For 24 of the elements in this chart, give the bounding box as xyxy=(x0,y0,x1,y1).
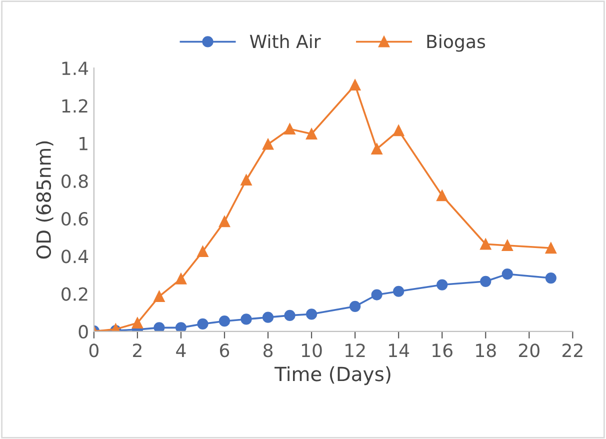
x-tick-label: 12 xyxy=(346,344,365,357)
x-tick-label: 18 xyxy=(476,344,496,358)
x-tick-label: 6 xyxy=(220,344,230,358)
y-tick-label: 0.6 xyxy=(62,212,88,226)
x-tick-label: 2 xyxy=(133,344,142,357)
legend-label: With Air xyxy=(250,34,321,48)
y-tick-label: 1 xyxy=(80,137,88,150)
y-tick-label: 1.2 xyxy=(62,99,88,113)
legend-label: Biogas xyxy=(427,34,486,52)
x-tick-label: 14 xyxy=(389,344,410,357)
x-tick-label: 16 xyxy=(432,344,452,358)
x-tick-label: 22 xyxy=(562,344,582,357)
y-axis-title: OD (685nm) xyxy=(36,141,54,259)
y-tick-label: 0.8 xyxy=(62,174,88,188)
x-axis-title: Time (Days) xyxy=(274,366,390,386)
y-tick-label: 0.2 xyxy=(62,287,88,301)
x-tick-label: 0 xyxy=(89,344,98,358)
y-tick-label: 0.4 xyxy=(62,250,88,264)
x-tick-label: 8 xyxy=(264,344,273,358)
y-tick-label: 0 xyxy=(78,324,88,339)
x-tick-label: 10 xyxy=(302,344,322,358)
x-tick-label: 4 xyxy=(176,344,186,357)
x-tick-label: 20 xyxy=(518,344,540,358)
y-tick-label: 1.4 xyxy=(62,62,88,75)
